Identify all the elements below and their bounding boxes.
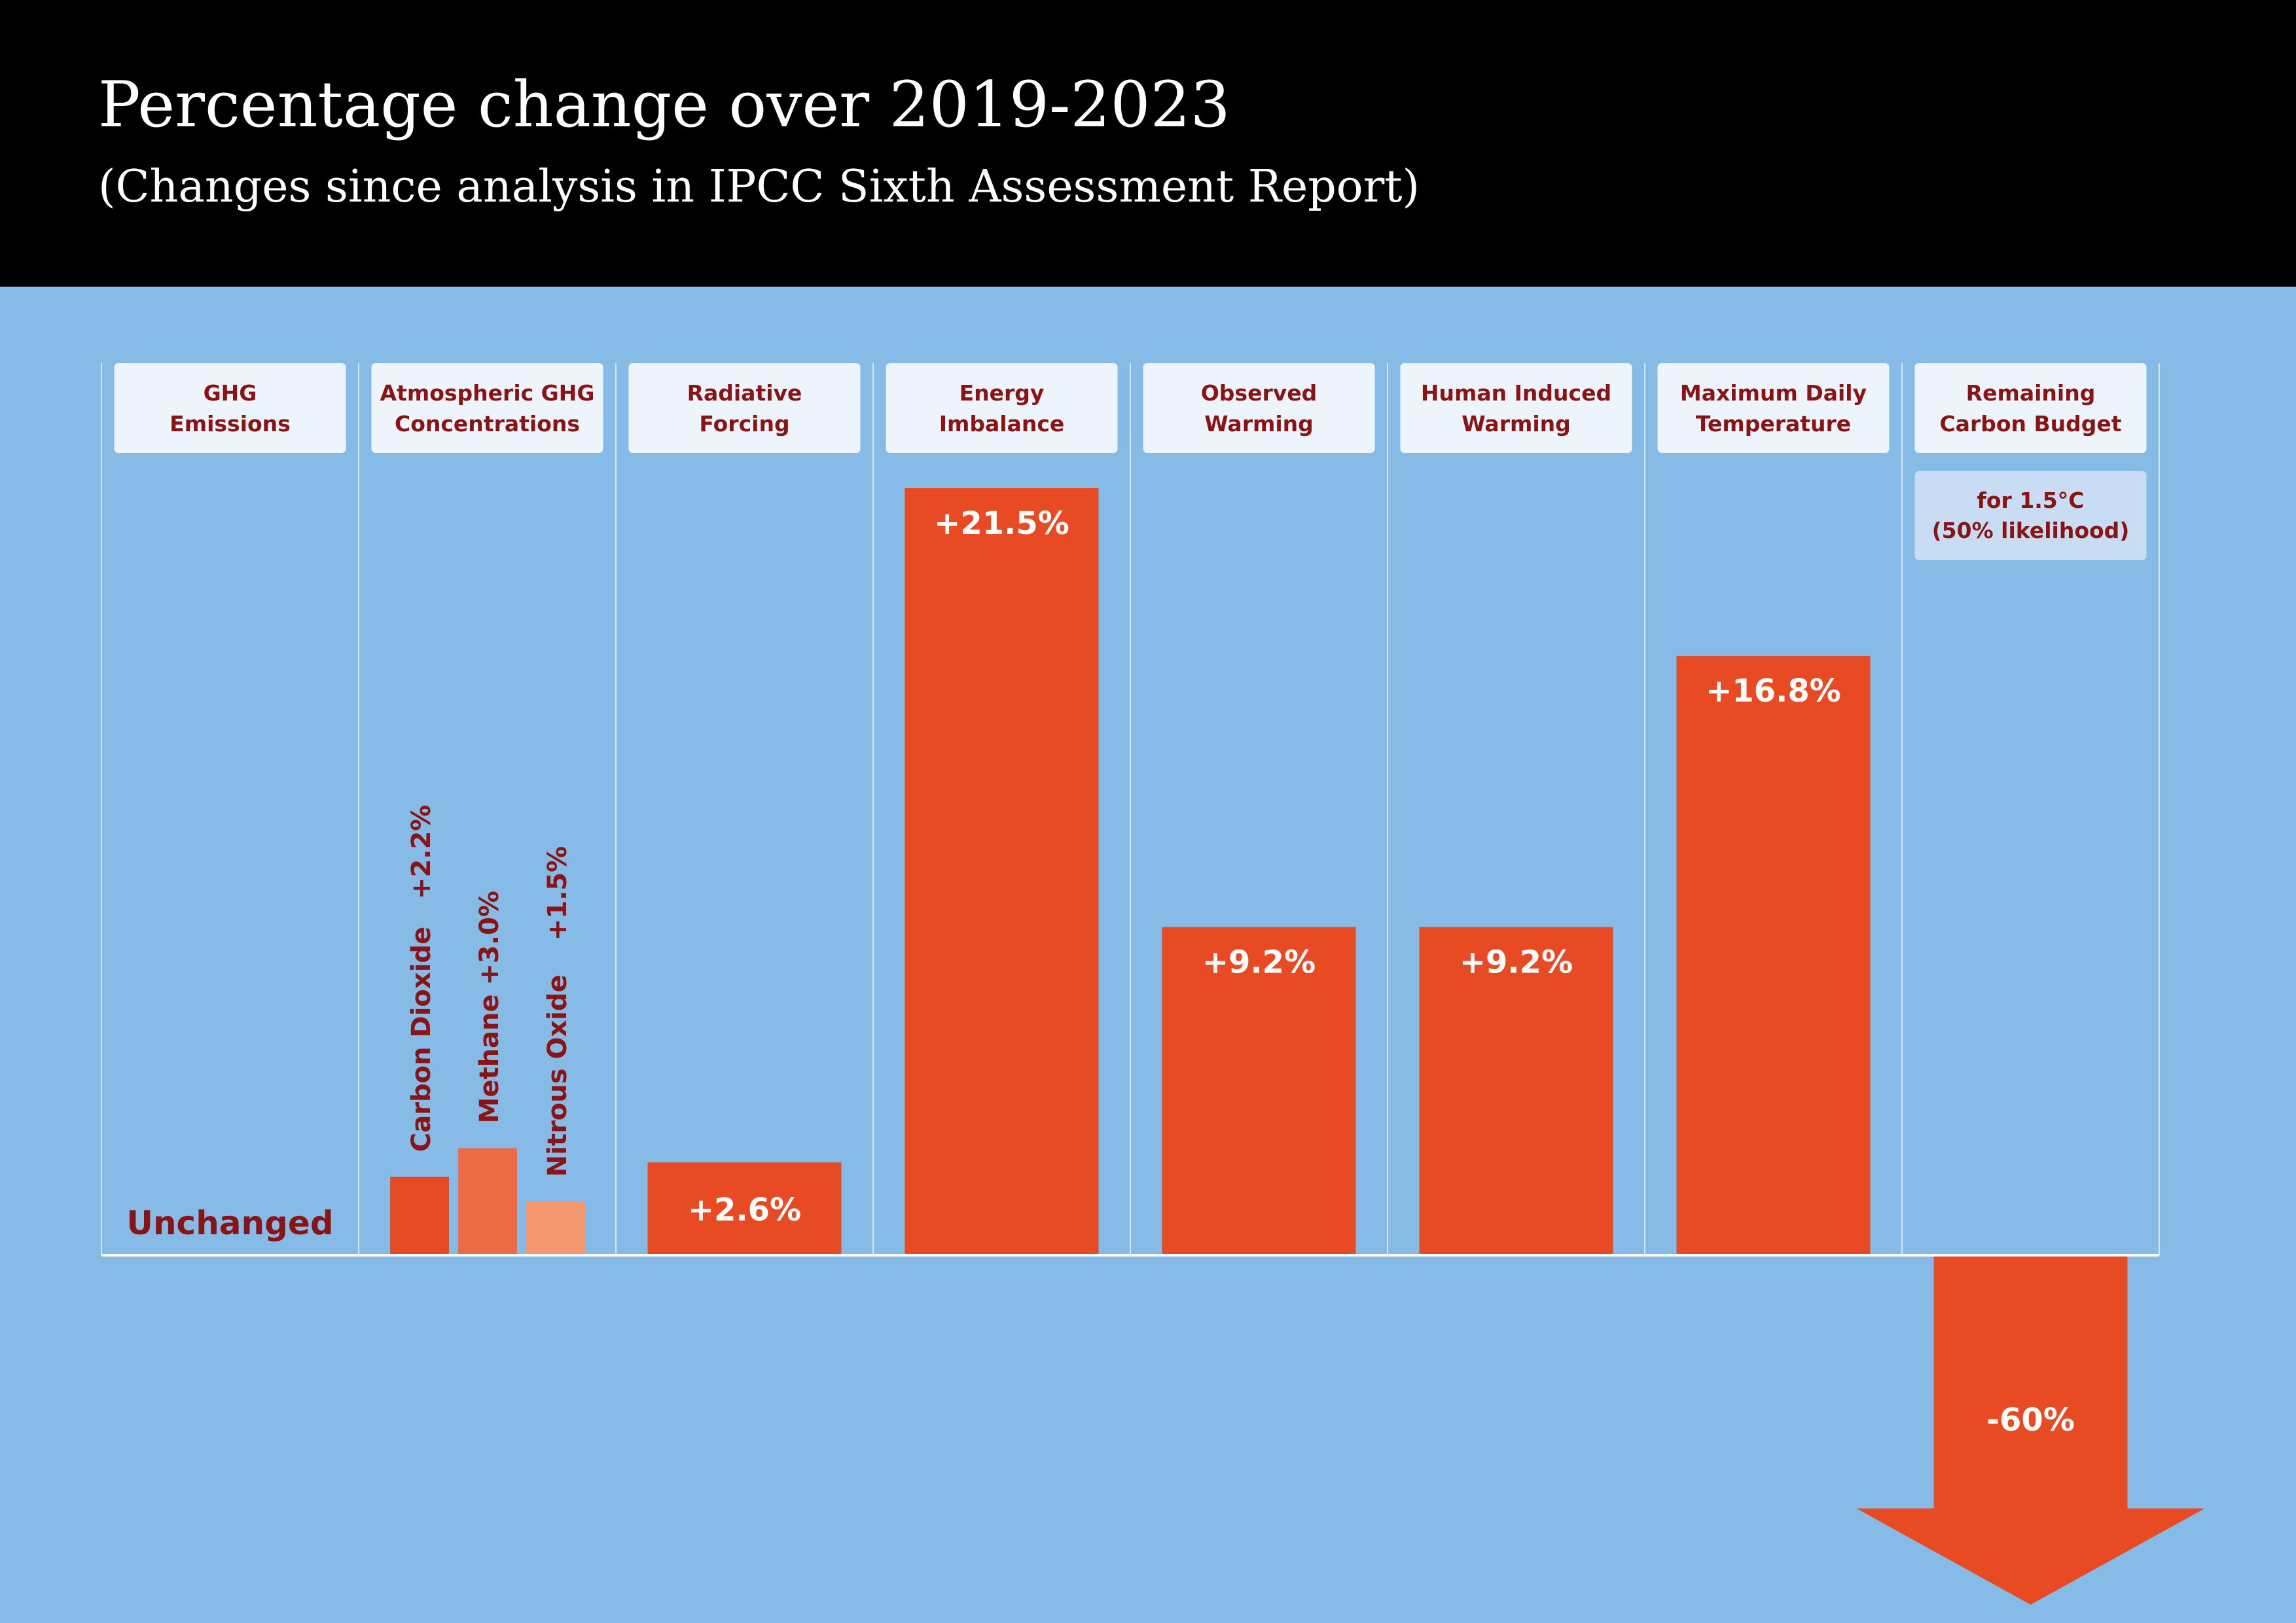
category-header-label: Radiative — [687, 380, 802, 406]
category-header-label: Temperature — [1696, 411, 1851, 437]
category-header-label: Forcing — [699, 411, 789, 437]
category-header-box — [628, 363, 861, 453]
category-header-box — [1657, 363, 1890, 453]
bar — [647, 1162, 842, 1255]
category-header-label: Remaining — [1966, 380, 2096, 406]
bar — [1162, 927, 1356, 1255]
sub-bar-value: +2.2% — [406, 805, 437, 899]
category-header-box — [1143, 363, 1375, 453]
page-subtitle: (Changes since analysis in IPCC Sixth As… — [98, 161, 1420, 213]
bar — [1676, 656, 1871, 1255]
annotation-text: (50% likelihood) — [1932, 518, 2130, 543]
bar-value-label: +9.2% — [1460, 944, 1573, 980]
category-header-box — [114, 363, 346, 453]
sub-bar-value: +1.5% — [543, 846, 573, 940]
sub-bar — [390, 1177, 449, 1255]
header-band: Percentage change over 2019-2023 (Change… — [0, 0, 2296, 287]
category-header-label: Energy — [960, 380, 1045, 406]
bar-value-label: +2.6% — [688, 1192, 801, 1228]
bar-value-label: +21.5% — [934, 505, 1069, 542]
category-header-label: Imbalance — [939, 411, 1065, 437]
negative-arrow — [1856, 1257, 2205, 1605]
category-header-label: Emissions — [170, 411, 291, 437]
bar-value-label: -60% — [1986, 1402, 2075, 1438]
sub-bar-value: +3.0% — [475, 891, 505, 985]
category-header-label: Concentrations — [395, 411, 580, 437]
category-header-label: Carbon Budget — [1939, 411, 2121, 437]
sub-bar — [526, 1202, 585, 1255]
bar — [1419, 927, 1613, 1255]
category-header-label: Atmospheric GHG — [380, 380, 595, 406]
category-header-box — [1914, 363, 2147, 453]
sub-bar — [458, 1148, 517, 1255]
category-header-label: Human Induced — [1421, 380, 1611, 406]
category-header-label: Warming — [1462, 411, 1571, 437]
category-header-label: Maximum Daily — [1680, 380, 1867, 406]
bar-value-label: +9.2% — [1202, 944, 1316, 980]
category-header-label: GHG — [204, 380, 257, 406]
sub-bar-name: Carbon Dioxide — [406, 927, 437, 1152]
unchanged-label: Unchanged — [126, 1204, 333, 1242]
category-header-box — [886, 363, 1118, 453]
category-header-box — [1400, 363, 1632, 453]
bar — [905, 488, 1099, 1255]
annotation-text: for 1.5°C — [1977, 488, 2085, 513]
annotation-box — [1914, 471, 2147, 560]
page-title: Percentage change over 2019-2023 — [98, 68, 1230, 141]
bar-value-label: +16.8% — [1706, 673, 1841, 709]
category-header-label: Warming — [1204, 411, 1314, 437]
category-header-label: Observed — [1201, 380, 1318, 406]
category-header-box — [371, 363, 603, 453]
sub-bar-name: Methane — [475, 994, 505, 1123]
sub-bar-name: Nitrous Oxide — [543, 974, 573, 1177]
